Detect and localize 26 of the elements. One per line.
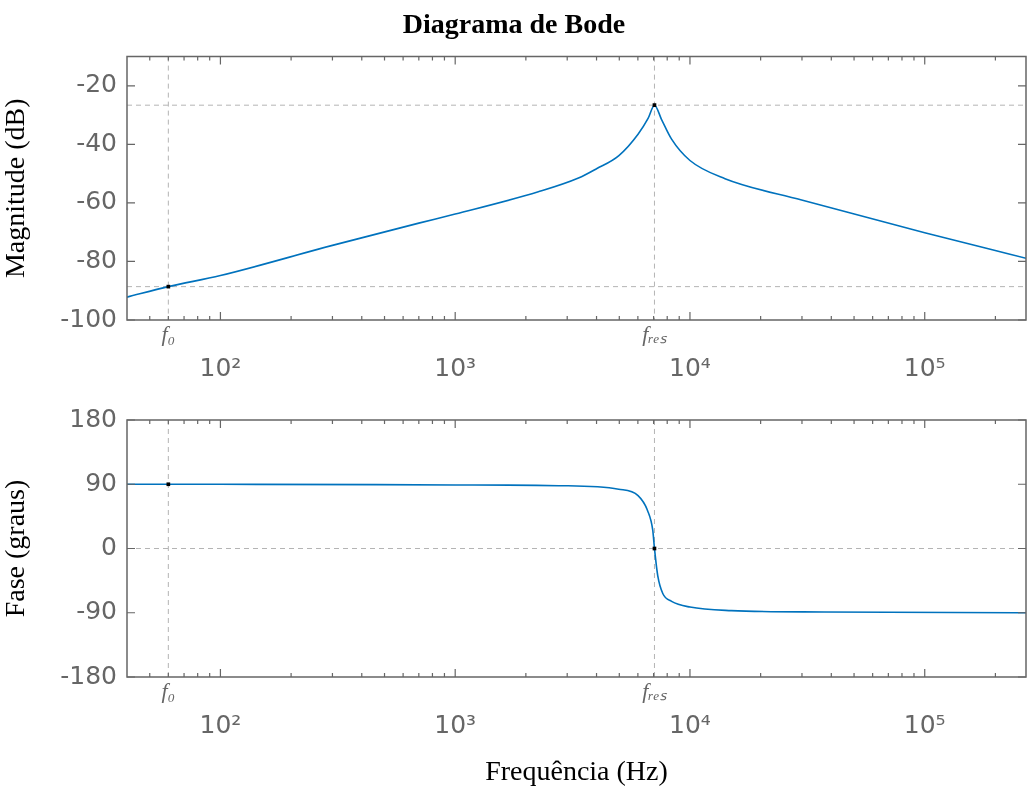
y-tick-label: 180 — [69, 403, 117, 433]
ref-line-label: f₀ — [161, 320, 176, 346]
y-tick-label: -80 — [76, 244, 117, 274]
x-tick-label: 10⁴ — [669, 352, 711, 382]
x-tick-label: 10⁵ — [903, 709, 946, 739]
x-axis-title: Frequência (Hz) — [485, 754, 668, 786]
ref-line-label: fᵣₑₛ — [642, 320, 668, 346]
y-axis-title: Magnitude (dB) — [0, 98, 31, 279]
x-tick-label: 10² — [199, 709, 242, 739]
x-tick-label: 10² — [199, 352, 242, 382]
y-axis-title: Fase (graus) — [0, 479, 31, 618]
x-tick-label: 10³ — [434, 709, 477, 739]
chart-title: Diagrama de Bode — [402, 8, 626, 40]
ref-line-label: f₀ — [161, 677, 176, 703]
ref-line-label: fᵣₑₛ — [642, 677, 668, 703]
y-tick-label: -100 — [60, 303, 117, 333]
y-tick-label: -20 — [76, 69, 117, 99]
y-tick-label: -60 — [76, 186, 117, 216]
y-tick-label: 90 — [85, 467, 117, 497]
y-tick-label: 0 — [101, 532, 117, 561]
x-tick-label: 10⁴ — [669, 709, 711, 739]
y-tick-label: -90 — [76, 596, 117, 626]
y-tick-label: -40 — [76, 127, 117, 157]
x-tick-label: 10⁵ — [903, 352, 946, 382]
y-tick-label: -180 — [60, 660, 117, 690]
x-tick-label: 10³ — [434, 352, 477, 382]
